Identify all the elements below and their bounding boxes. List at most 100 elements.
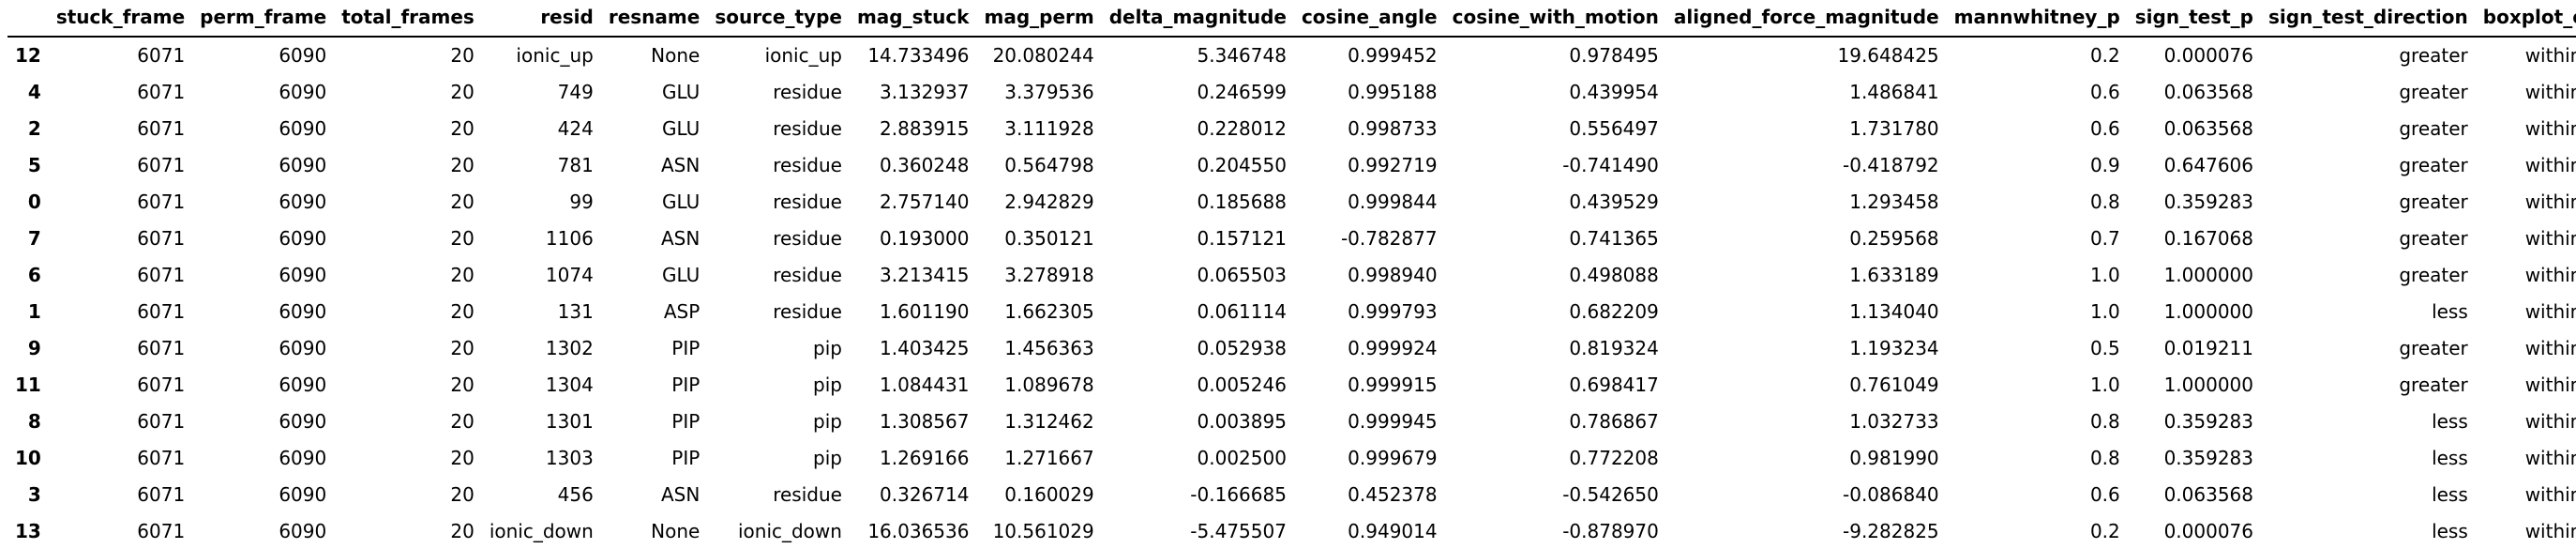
row-index: 6 [27,263,41,286]
cell-mannwhitney-p: 0.6 [2089,80,2120,103]
cell-aligned-force-magnitude: 1.193234 [1849,336,1939,359]
cell-mag-stuck: 16.036536 [867,519,970,542]
table-row: 0 6071 6090 20 99 GLU residue 2.757140 2.942829 0… [8,183,2576,220]
cell-source-type: residue [773,153,842,176]
cell-delta-magnitude: 0.246599 [1197,80,1287,103]
cell-mag-perm: 20.080244 [992,44,1094,67]
cell-stuck-frame: 6071 [137,80,186,103]
cell-cosine-with-motion: 0.682209 [1569,299,1659,323]
cell-source-type: residue [773,299,842,323]
cell-delta-magnitude: 0.003895 [1197,409,1287,433]
cell-mannwhitney-p: 0.2 [2089,519,2120,542]
cell-aligned-force-magnitude: 1.134040 [1849,299,1939,323]
row-index: 11 [15,373,41,396]
column-header-stuck-frame: stuck_frame [48,0,193,38]
cell-mag-perm: 1.456363 [1004,336,1094,359]
cell-aligned-force-magnitude: 1.032733 [1849,409,1939,433]
table-row: 8 6071 6090 20 1301 PIP pip 1.308567 1.312462 0.0… [8,403,2576,439]
header-row: stuck_frame perm_frame total_frames resid re… [8,0,2576,38]
cell-resid: 1302 [545,336,594,359]
cell-cosine-angle: 0.999924 [1348,336,1438,359]
cell-resid: 749 [557,80,594,103]
cell-boxplot-outlier: within range [2524,519,2576,542]
dataframe-table: stuck_frame perm_frame total_frames resid re… [8,0,2576,549]
column-header-total-frames: total_frames [334,0,482,38]
cell-mag-stuck: 2.883915 [880,116,970,140]
cell-cosine-with-motion: 0.498088 [1569,263,1659,286]
table-row: 11 6071 6090 20 1304 PIP pip 1.084431 1.089678 0.… [8,366,2576,403]
cell-mag-perm: 10.561029 [992,519,1094,542]
cell-sign-test-p: 0.000076 [2163,44,2253,67]
table-row: 2 6071 6090 20 424 GLU residue 2.883915 3.111928… [8,110,2576,146]
cell-total-frames: 20 [450,519,475,542]
dataframe-container: stuck_frame perm_frame total_frames resid re… [8,0,2576,549]
cell-mag-stuck: 3.213415 [880,263,970,286]
cell-perm-frame: 6090 [279,153,327,176]
cell-cosine-with-motion: -0.542650 [1562,482,1659,506]
cell-cosine-angle: 0.999793 [1348,299,1438,323]
table-row: 1 6071 6090 20 131 ASP residue 1.601190 1.662305… [8,293,2576,329]
row-index: 1 [27,299,41,323]
cell-mag-perm: 3.111928 [1004,116,1094,140]
cell-sign-test-direction: greater [2399,336,2468,359]
row-index: 10 [15,446,41,469]
column-header-cosine-angle: cosine_angle [1293,0,1445,38]
cell-total-frames: 20 [450,482,475,506]
cell-mannwhitney-p: 0.8 [2089,190,2120,213]
cell-aligned-force-magnitude: -0.086840 [1843,482,1939,506]
cell-stuck-frame: 6071 [137,44,186,67]
cell-mag-stuck: 1.084431 [880,373,970,396]
table-row: 5 6071 6090 20 781 ASN residue 0.360248 0.564798… [8,146,2576,183]
cell-cosine-with-motion: 0.819324 [1569,336,1659,359]
cell-stuck-frame: 6071 [137,482,186,506]
cell-cosine-angle: 0.999844 [1348,190,1438,213]
row-index: 0 [27,190,41,213]
cell-cosine-angle: 0.995188 [1348,80,1438,103]
cell-boxplot-outlier: within range [2524,263,2576,286]
cell-cosine-with-motion: 0.772208 [1569,446,1659,469]
cell-stuck-frame: 6071 [137,373,186,396]
cell-perm-frame: 6090 [279,519,327,542]
cell-resid: 1074 [545,263,594,286]
cell-mag-stuck: 1.308567 [880,409,970,433]
cell-perm-frame: 6090 [279,263,327,286]
column-header-mag-stuck: mag_stuck [849,0,977,38]
cell-boxplot-outlier: within range [2524,190,2576,213]
cell-mannwhitney-p: 0.2 [2089,44,2120,67]
cell-perm-frame: 6090 [279,482,327,506]
cell-perm-frame: 6090 [279,409,327,433]
cell-delta-magnitude: 0.005246 [1197,373,1287,396]
cell-sign-test-p: 0.019211 [2163,336,2253,359]
cell-resname: None [651,44,700,67]
column-header-boxplot-outlier: boxplot_outlier [2475,0,2576,38]
cell-cosine-angle: 0.999915 [1348,373,1438,396]
cell-mannwhitney-p: 1.0 [2089,373,2120,396]
cell-source-type: residue [773,80,842,103]
cell-resname: PIP [671,373,700,396]
column-header-resid: resid [481,0,601,38]
cell-delta-magnitude: 0.061114 [1197,299,1287,323]
column-header-sign-test-direction: sign_test_direction [2261,0,2476,38]
cell-boxplot-outlier: within range [2524,116,2576,140]
cell-mannwhitney-p: 0.5 [2089,336,2120,359]
cell-resid: 99 [569,190,594,213]
cell-cosine-with-motion: -0.878970 [1562,519,1659,542]
cell-stuck-frame: 6071 [137,190,186,213]
table-header: stuck_frame perm_frame total_frames resid re… [8,0,2576,38]
cell-cosine-with-motion: 0.786867 [1569,409,1659,433]
cell-resname: PIP [671,409,700,433]
table-row: 3 6071 6090 20 456 ASN residue 0.326714 0.160029… [8,476,2576,512]
cell-mag-perm: 1.271667 [1004,446,1094,469]
cell-mannwhitney-p: 0.7 [2089,226,2120,250]
cell-cosine-angle: 0.992719 [1348,153,1438,176]
cell-resid: 1301 [545,409,594,433]
table-body: 12 6071 6090 20 ionic_up None ionic_up 14.73349… [8,37,2576,549]
cell-sign-test-p: 0.000076 [2163,519,2253,542]
cell-mannwhitney-p: 0.8 [2089,446,2120,469]
cell-mannwhitney-p: 0.8 [2089,409,2120,433]
cell-mag-perm: 0.564798 [1004,153,1094,176]
cell-sign-test-direction: greater [2399,153,2468,176]
cell-sign-test-p: 0.063568 [2163,80,2253,103]
cell-resname: PIP [671,446,700,469]
cell-resid: 1304 [545,373,594,396]
